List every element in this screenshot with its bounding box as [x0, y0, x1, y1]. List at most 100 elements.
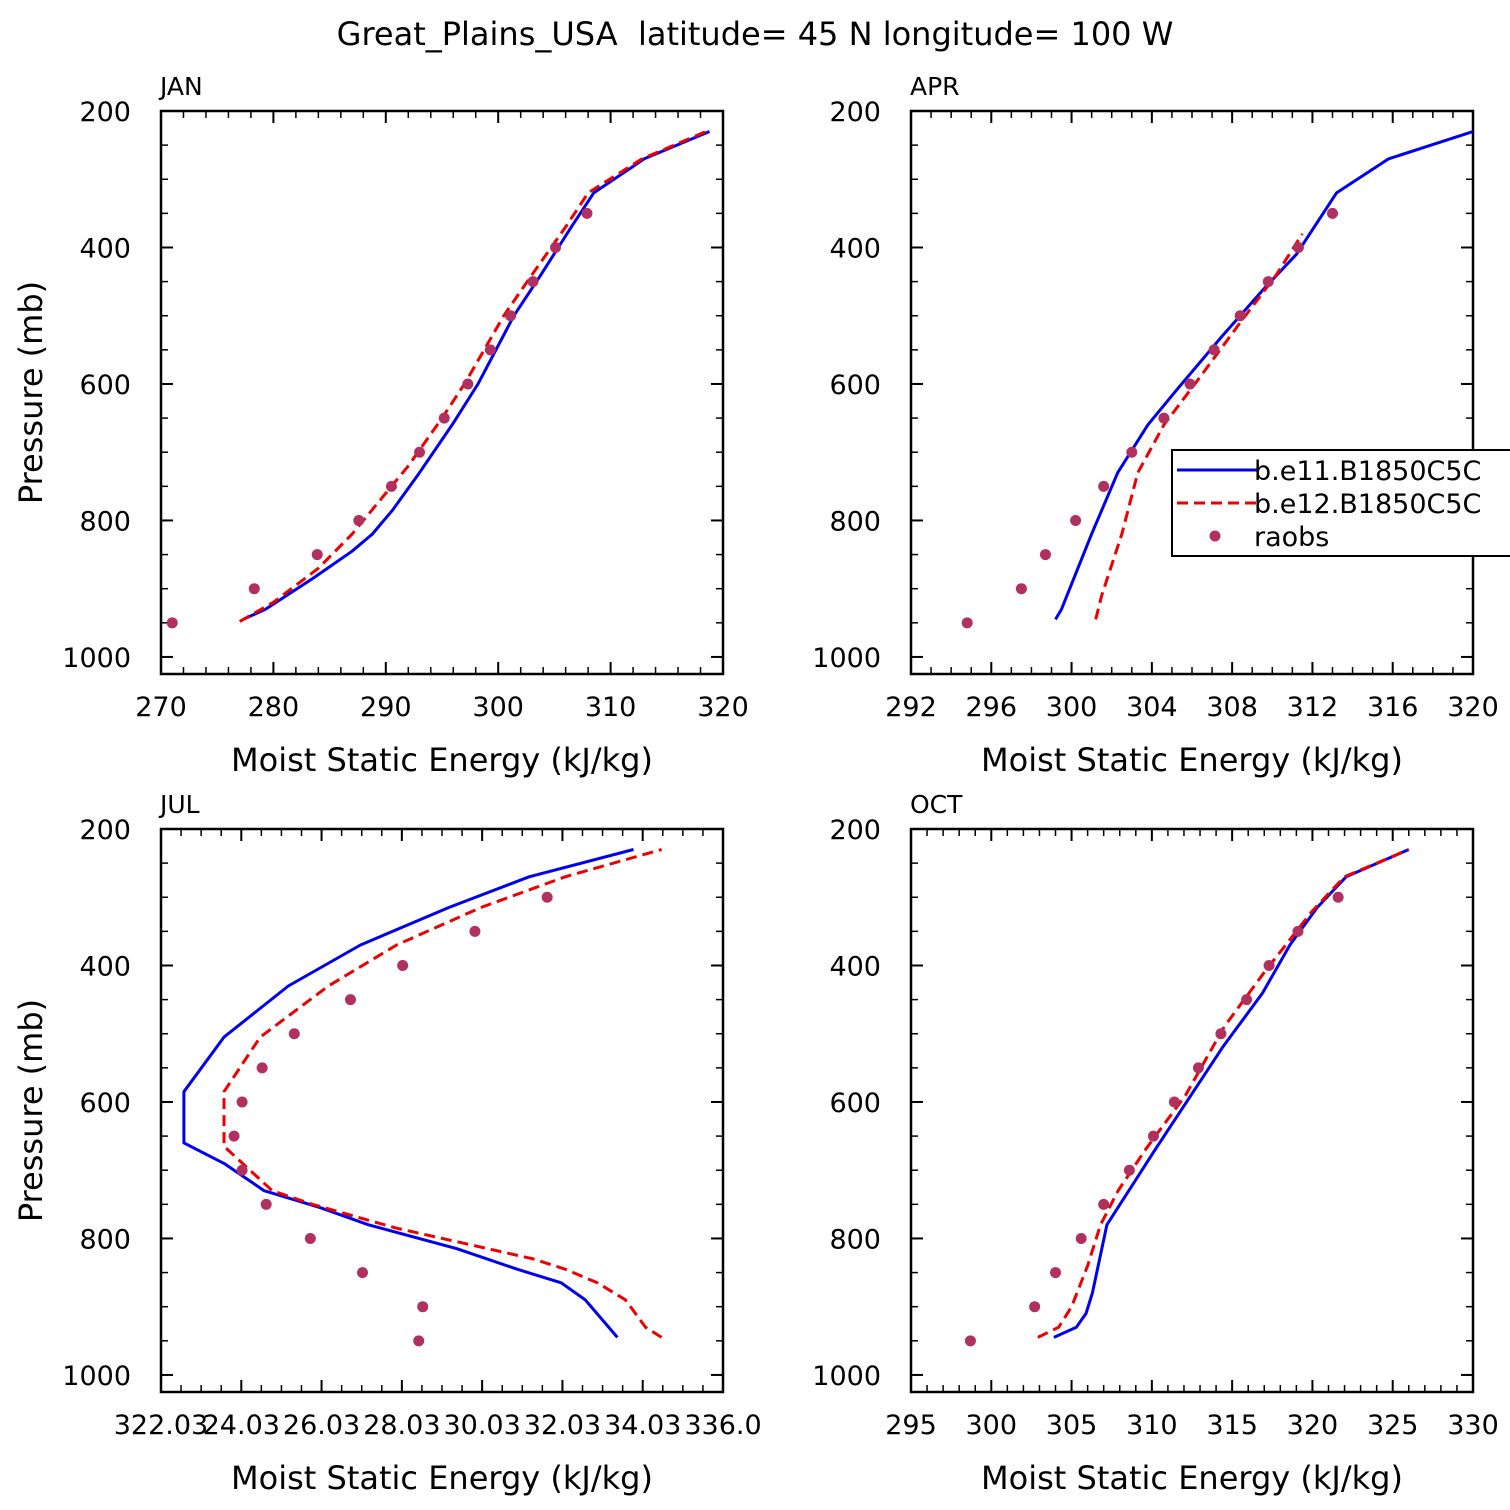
series-line-b-e12-b1850c5c [1094, 232, 1304, 620]
panel-label: JUL [158, 790, 200, 819]
raobs-point [260, 1198, 272, 1210]
x-tick-label: 320 [1447, 692, 1499, 723]
raobs-point [1292, 241, 1304, 253]
raobs-point [1070, 514, 1082, 526]
raobs-point [469, 925, 481, 937]
legend-label: b.e11.B1850C5C [1254, 456, 1481, 487]
series-line-b-e12-b1850c5c [238, 130, 707, 623]
y-tick-label: 400 [79, 951, 131, 982]
figure-title: Great_Plains_USA latitude= 45 N longitud… [337, 15, 1174, 53]
x-tick-label: 28.03 [363, 1410, 440, 1441]
raobs-point [304, 1232, 316, 1244]
raobs-point [527, 276, 539, 288]
x-tick-label: 290 [360, 692, 412, 723]
x-tick-label: 26.03 [283, 1410, 360, 1441]
x-axis-label: Moist Static Energy (kJ/kg) [981, 1459, 1403, 1497]
raobs-point [1234, 310, 1246, 322]
y-tick-label: 400 [829, 233, 881, 264]
raobs-point [166, 617, 178, 629]
x-tick-label: 308 [1206, 692, 1258, 723]
x-tick-label: 322.03 [114, 1410, 208, 1441]
series-line-b-e11-b1850c5c [182, 848, 634, 1339]
raobs-point [1098, 1198, 1110, 1210]
x-tick-label: 30.03 [443, 1410, 520, 1441]
x-tick-label: 312 [1287, 692, 1339, 723]
panel-oct: OCT 295 300 305 310 315 320 325 330 200 400 600 800 1… [812, 790, 1498, 1497]
raobs-point [1039, 549, 1051, 561]
legend-marker-dot [1209, 530, 1221, 542]
plot-frame [159, 827, 725, 1394]
raobs-point [288, 1028, 300, 1040]
legend-label: raobs [1254, 522, 1329, 553]
x-tick-label: 310 [585, 692, 637, 723]
raobs-point [397, 959, 409, 971]
y-tick-label: 200 [79, 97, 131, 128]
series-line-b-e11-b1850c5c [242, 130, 711, 621]
raobs-point [550, 241, 562, 253]
raobs-point [1327, 207, 1338, 219]
x-tick-label: 24.03 [203, 1410, 280, 1441]
y-tick-label: 200 [829, 97, 881, 128]
plot-frame [909, 109, 1475, 676]
y-tick-label: 800 [79, 1224, 131, 1255]
raobs-point [236, 1096, 248, 1108]
raobs-point [1029, 1301, 1041, 1313]
y-tick-label: 600 [79, 370, 131, 401]
raobs-point [484, 344, 496, 356]
x-tick-label: 300 [1046, 692, 1098, 723]
y-tick-label: 600 [829, 1088, 881, 1119]
raobs-point [541, 891, 553, 903]
y-axis-label: Pressure (mb) [12, 281, 50, 504]
raobs-point [1050, 1267, 1062, 1279]
plot-area [964, 848, 1410, 1347]
raobs-point [248, 583, 260, 595]
y-tick-label: 200 [829, 815, 881, 846]
plot-frame [909, 827, 1475, 1394]
x-tick-label: 305 [1046, 1410, 1098, 1441]
x-tick-label: 280 [248, 692, 300, 723]
raobs-point [581, 207, 593, 219]
x-tick-label: 295 [885, 1410, 937, 1441]
x-tick-label: 300 [966, 1410, 1018, 1441]
panel-label: JAN [158, 72, 203, 101]
y-tick-label: 400 [79, 233, 131, 264]
plot-frame [159, 109, 725, 676]
raobs-point [1208, 344, 1220, 356]
x-tick-label: 315 [1206, 1410, 1258, 1441]
x-tick-label: 320 [697, 692, 749, 723]
y-tick-label: 400 [829, 951, 881, 982]
raobs-point [1332, 891, 1344, 903]
raobs-point [385, 480, 397, 492]
x-tick-label: 304 [1126, 692, 1178, 723]
panel-label: OCT [910, 790, 963, 819]
raobs-point [1263, 959, 1275, 971]
raobs-point [1168, 1096, 1180, 1108]
y-tick-label: 1000 [62, 643, 131, 674]
y-tick-label: 200 [79, 815, 131, 846]
legend-label: b.e12.B1850C5C [1254, 489, 1481, 520]
raobs-point [961, 617, 973, 629]
series-line-b-e11-b1850c5c [1054, 130, 1473, 621]
panel-label: APR [910, 72, 960, 101]
y-tick-label: 1000 [62, 1361, 131, 1392]
raobs-point [413, 1335, 425, 1347]
raobs-point [964, 1335, 976, 1347]
raobs-point [236, 1164, 248, 1176]
x-tick-label: 316 [1367, 692, 1419, 723]
raobs-point [417, 1301, 429, 1313]
raobs-point [353, 514, 365, 526]
raobs-point [1241, 994, 1253, 1006]
y-axis-label: Pressure (mb) [12, 999, 50, 1222]
plot-area [961, 130, 1473, 629]
series-line-b-e12-b1850c5c [1037, 848, 1410, 1339]
y-tick-label: 800 [829, 1224, 881, 1255]
raobs-point [1262, 276, 1274, 288]
x-tick-label: 32.03 [524, 1410, 601, 1441]
raobs-point [1123, 1164, 1135, 1176]
y-tick-label: 800 [829, 506, 881, 537]
raobs-point [311, 549, 323, 561]
raobs-point [1075, 1232, 1087, 1244]
raobs-point [438, 412, 450, 424]
